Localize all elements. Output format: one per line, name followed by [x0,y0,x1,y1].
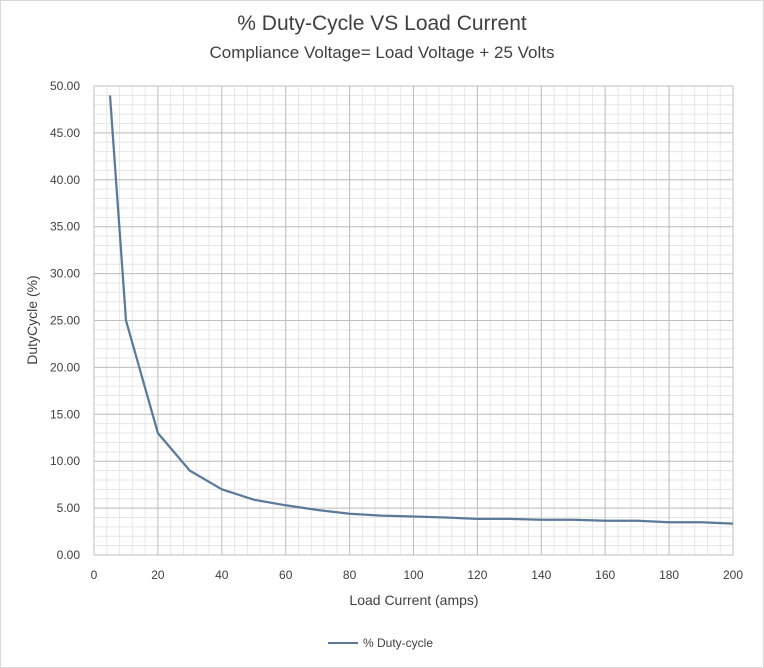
major-grid [93,85,734,556]
y-axis-label: DutyCycle (%) [24,275,40,364]
series-line [108,95,734,525]
x-tick-label: 20 [151,568,165,582]
series-layer [108,95,734,525]
y-tick-label: 45.00 [50,126,80,140]
x-tick-label: 40 [215,568,229,582]
chart-subtitle: Compliance Voltage= Load Voltage + 25 Vo… [209,43,555,62]
y-tick-label: 40.00 [50,173,80,187]
x-tick-label: 200 [723,568,743,582]
y-tick-label: 5.00 [57,501,81,515]
x-axis-label: Load Current (amps) [349,592,478,608]
y-axis-ticks: 0.00 5.00 10.00 15.00 20.00 25.00 30.00 35.00 40… [50,79,80,562]
y-tick-label: 35.00 [50,220,80,234]
x-tick-label: 100 [403,568,423,582]
x-tick-label: 140 [531,568,551,582]
plot-area [93,85,734,556]
legend: % Duty-cycle [328,636,433,650]
legend-entry: % Duty-cycle [363,636,433,650]
x-axis-ticks: 0 20 40 60 80 100 120 140 160 180 200 [91,568,744,582]
y-tick-label: 30.00 [50,267,80,281]
x-tick-label: 80 [343,568,357,582]
chart-title: % Duty-Cycle VS Load Current [237,12,527,35]
y-tick-label: 20.00 [50,360,80,374]
y-tick-label: 0.00 [57,548,81,562]
x-tick-label: 0 [91,568,98,582]
x-tick-label: 160 [595,568,615,582]
x-tick-label: 180 [659,568,679,582]
y-tick-label: 50.00 [50,79,80,93]
x-tick-label: 60 [279,568,293,582]
y-tick-label: 10.00 [50,454,80,468]
y-tick-label: 25.00 [50,314,80,328]
y-tick-label: 15.00 [50,407,80,421]
x-tick-label: 120 [467,568,487,582]
